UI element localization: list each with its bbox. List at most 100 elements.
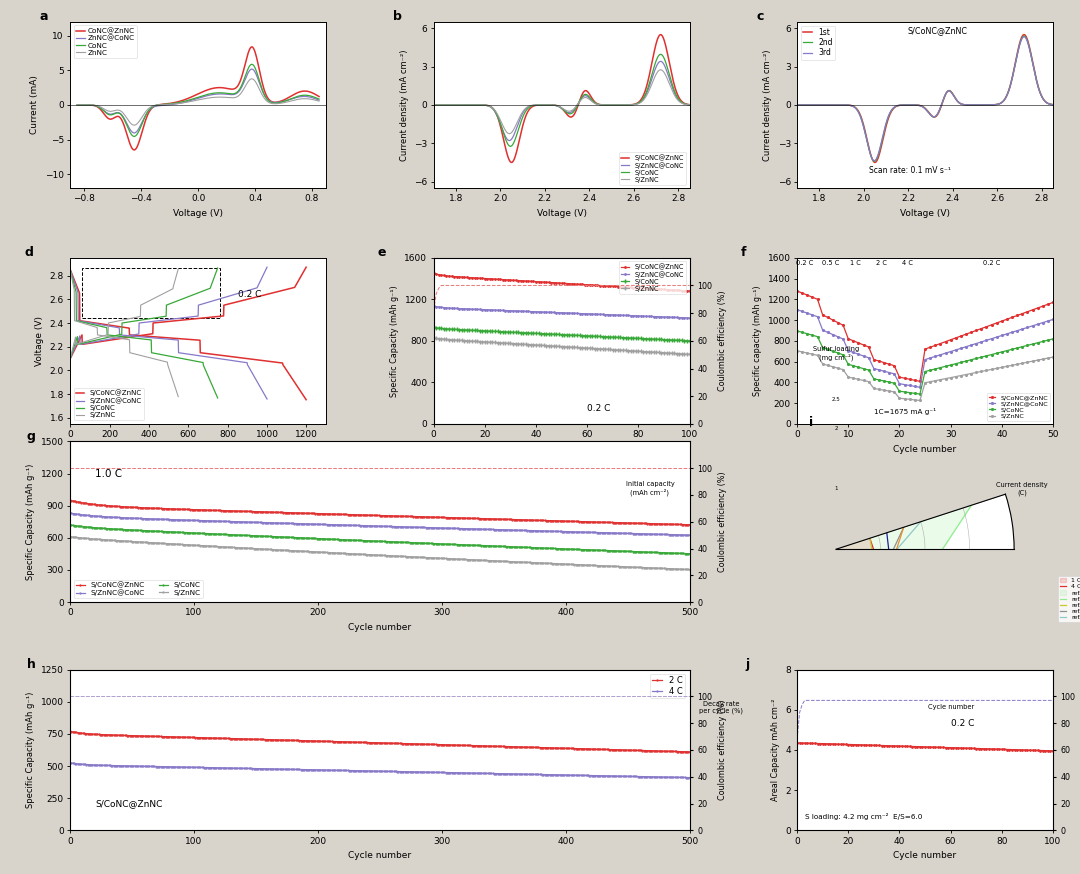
X-axis label: Cycle number: Cycle number bbox=[893, 851, 957, 860]
Line: S/ZnNC: S/ZnNC bbox=[70, 269, 178, 358]
Text: d: d bbox=[24, 246, 33, 259]
X-axis label: Cycle number: Cycle number bbox=[349, 623, 411, 632]
3rd bbox=[868, 156, 881, 166]
S/CoNC@ZnNC bbox=[492, 117, 505, 128]
4 C bbox=[829, 396, 842, 406]
S/CoNC@ZnNC bbox=[472, 100, 485, 110]
2 C bbox=[577, 744, 590, 754]
4 C bbox=[64, 758, 77, 768]
ref.37 bbox=[829, 455, 842, 466]
4 C bbox=[217, 763, 230, 773]
Y-axis label: Current density (mA cm⁻²): Current density (mA cm⁻²) bbox=[400, 49, 408, 161]
S/ZnNC bbox=[867, 383, 880, 393]
S/CoNC bbox=[428, 323, 441, 333]
Line: S/CoNC@ZnNC: S/CoNC@ZnNC bbox=[70, 267, 306, 358]
Y-axis label: Coulombic efficiency (%): Coulombic efficiency (%) bbox=[718, 699, 727, 801]
Legend: 1st, 2nd, 3rd: 1st, 2nd, 3rd bbox=[801, 25, 835, 59]
Line: 1st: 1st bbox=[797, 35, 1053, 163]
CoNC@ZnNC bbox=[245, 42, 258, 52]
S/ZnNC bbox=[581, 343, 594, 353]
Line: CoNC@ZnNC: CoNC@ZnNC bbox=[78, 47, 319, 150]
Text: Scan rate: 0.1 mV s⁻¹: Scan rate: 0.1 mV s⁻¹ bbox=[868, 166, 950, 175]
S/CoNC bbox=[1047, 334, 1059, 344]
1st bbox=[1047, 100, 1059, 110]
S/CoNC@ZnNC bbox=[683, 519, 696, 530]
CoNC bbox=[254, 78, 267, 88]
S/ZnNC@CoNC bbox=[683, 313, 696, 323]
X-axis label: Voltage (V): Voltage (V) bbox=[900, 209, 950, 218]
Line: ZnNC@CoNC: ZnNC@CoNC bbox=[78, 69, 319, 133]
1 C bbox=[813, 565, 826, 576]
ref.37 bbox=[778, 616, 791, 627]
1st bbox=[856, 117, 869, 128]
1st bbox=[1017, 30, 1030, 40]
3rd bbox=[791, 100, 804, 110]
Line: 4 C: 4 C bbox=[69, 762, 690, 779]
S/CoNC bbox=[289, 532, 302, 543]
ZnNC bbox=[245, 73, 258, 84]
Text: 1 C: 1 C bbox=[850, 260, 862, 266]
S/CoNC@ZnNC bbox=[289, 508, 302, 518]
CoNC@ZnNC bbox=[254, 68, 267, 79]
S/ZnNC bbox=[445, 335, 458, 345]
S/CoNC bbox=[873, 375, 886, 385]
ref.40 bbox=[767, 524, 780, 534]
S/ZnNC bbox=[545, 341, 558, 351]
S/CoNC@ZnNC bbox=[620, 100, 633, 110]
4 C bbox=[243, 763, 256, 773]
S/ZnNC@CoNC bbox=[598, 100, 611, 110]
Line: ref.38: ref.38 bbox=[780, 454, 920, 607]
Line: ref.37: ref.37 bbox=[768, 461, 904, 621]
S/CoNC bbox=[492, 115, 505, 126]
S/ZnNC@CoNC bbox=[221, 291, 234, 302]
2 C bbox=[64, 726, 77, 737]
4 C bbox=[751, 518, 764, 529]
ZnNC bbox=[214, 92, 227, 102]
S/CoNC bbox=[64, 353, 77, 364]
CoNC@ZnNC bbox=[232, 79, 245, 89]
Line: S/CoNC: S/CoNC bbox=[434, 54, 689, 146]
Line: S/CoNC@ZnNC: S/CoNC@ZnNC bbox=[69, 499, 690, 525]
ZnNC bbox=[180, 97, 193, 108]
Text: 1: 1 bbox=[834, 486, 838, 491]
1st bbox=[791, 100, 804, 110]
S/ZnNC bbox=[472, 100, 485, 110]
S/CoNC@ZnNC bbox=[428, 100, 441, 110]
S/CoNC@ZnNC bbox=[428, 268, 441, 279]
S/CoNC@ZnNC bbox=[873, 356, 886, 366]
Line: S/CoNC@ZnNC: S/CoNC@ZnNC bbox=[795, 289, 1055, 383]
Legend: S/CoNC@ZnNC, S/ZnNC@CoNC, S/CoNC, S/ZnNC: S/CoNC@ZnNC, S/ZnNC@CoNC, S/CoNC, S/ZnNC bbox=[987, 392, 1050, 420]
CoNC@ZnNC bbox=[113, 113, 126, 123]
S/ZnNC@CoNC bbox=[503, 135, 516, 146]
2 C bbox=[470, 740, 483, 751]
S/CoNC@ZnNC bbox=[606, 281, 619, 292]
2nd bbox=[836, 100, 849, 110]
Polygon shape bbox=[717, 401, 906, 645]
ref.37 bbox=[829, 455, 842, 466]
ZnNC@CoNC bbox=[312, 95, 325, 106]
S/CoNC bbox=[428, 100, 441, 110]
S/CoNC bbox=[867, 373, 880, 384]
Text: 2.5: 2.5 bbox=[832, 397, 840, 402]
2nd bbox=[1017, 31, 1030, 41]
S/ZnNC bbox=[619, 345, 632, 356]
S/CoNC bbox=[79, 337, 92, 348]
X-axis label: Voltage (V): Voltage (V) bbox=[173, 209, 224, 218]
S/ZnNC@CoNC bbox=[867, 364, 880, 374]
3rd bbox=[907, 100, 920, 110]
1st bbox=[942, 86, 955, 96]
CoNC bbox=[71, 100, 84, 110]
Text: c: c bbox=[756, 10, 764, 24]
ref.38 bbox=[787, 601, 800, 612]
Line: S/CoNC: S/CoNC bbox=[432, 325, 691, 343]
Line: ref.40: ref.40 bbox=[773, 466, 904, 614]
Legend: 1 C, 4 C, ref.20, ref.37, ref.38, ref.39, ref.40: 1 C, 4 C, ref.20, ref.37, ref.38, ref.39… bbox=[1058, 576, 1080, 622]
Y-axis label: Coulombic efficiency (%): Coulombic efficiency (%) bbox=[718, 471, 727, 572]
S/CoNC@ZnNC bbox=[207, 312, 220, 323]
ZnNC@CoNC bbox=[180, 96, 193, 107]
Legend: CoNC@ZnNC, ZnNC@CoNC, CoNC, ZnNC: CoNC@ZnNC, ZnNC@CoNC, CoNC, ZnNC bbox=[73, 25, 137, 59]
S/CoNC bbox=[577, 545, 590, 555]
S/ZnNC@CoNC bbox=[289, 518, 302, 529]
Legend: S/CoNC@ZnNC, S/ZnNC@CoNC, S/CoNC, S/ZnNC: S/CoNC@ZnNC, S/ZnNC@CoNC, S/CoNC, S/ZnNC bbox=[620, 152, 686, 184]
S/ZnNC bbox=[1041, 353, 1054, 364]
